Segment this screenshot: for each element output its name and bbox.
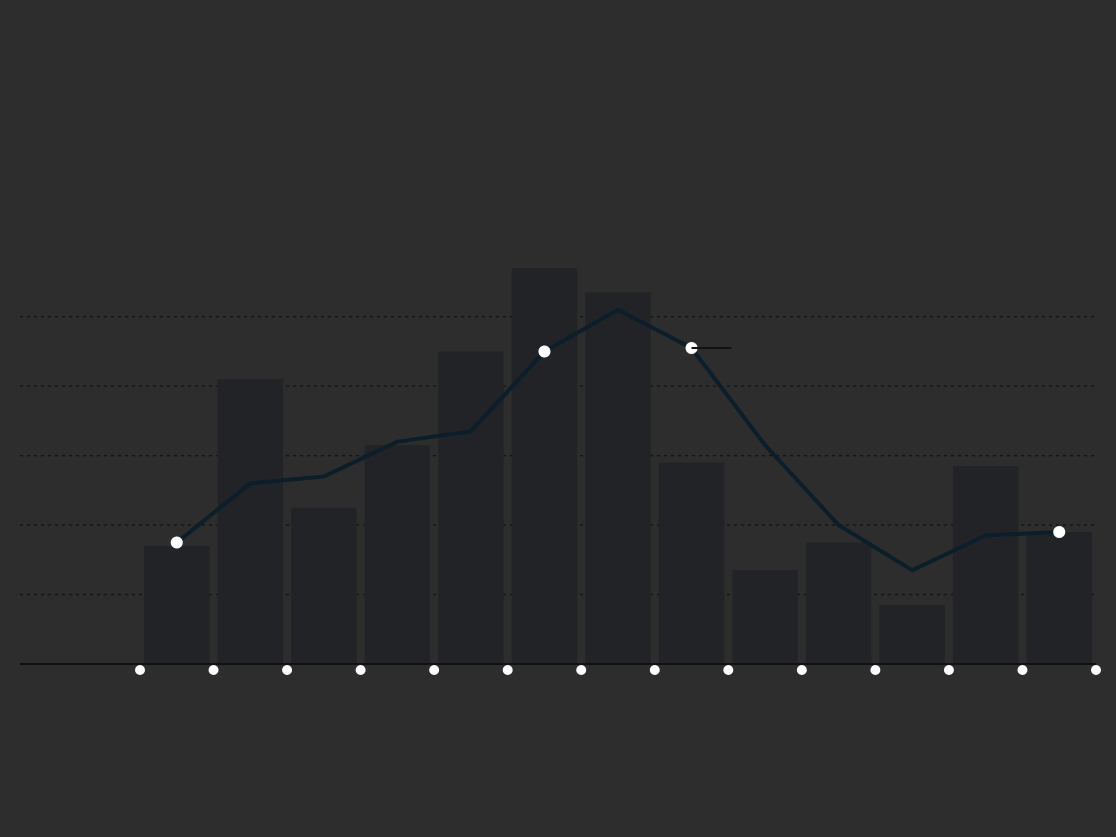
bar	[291, 507, 357, 664]
x-tick	[870, 665, 881, 675]
bar	[952, 466, 1019, 664]
line-point-marker	[538, 345, 551, 358]
bar	[364, 445, 431, 664]
x-tick	[282, 665, 293, 675]
x-tick	[355, 665, 366, 675]
bar	[511, 268, 578, 664]
x-tick	[723, 665, 734, 675]
x-tick	[1091, 665, 1101, 675]
line-point-marker	[170, 536, 183, 549]
bar	[879, 604, 945, 664]
x-tick	[649, 665, 660, 675]
bar	[1026, 532, 1092, 664]
bar	[144, 545, 210, 664]
x-tick	[502, 665, 513, 675]
x-tick	[796, 665, 807, 675]
line-series	[175, 307, 1060, 573]
bar	[805, 542, 872, 664]
bar	[438, 351, 504, 664]
x-tick	[135, 665, 145, 675]
bar	[732, 570, 798, 664]
line-point-marker	[1053, 526, 1066, 539]
x-tick	[208, 665, 219, 675]
x-tick	[429, 665, 440, 675]
bar	[585, 292, 651, 664]
bar	[658, 462, 725, 664]
x-tick	[1017, 665, 1028, 675]
x-tick	[576, 665, 587, 675]
bar	[217, 379, 284, 664]
x-tick	[943, 665, 954, 675]
